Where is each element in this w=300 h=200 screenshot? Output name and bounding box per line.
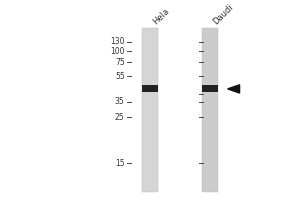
Text: 25: 25 (115, 113, 124, 122)
Text: 75: 75 (115, 58, 124, 67)
Text: Daudi: Daudi (211, 2, 235, 26)
Bar (202, 28, 218, 192)
Text: 35: 35 (115, 97, 124, 106)
Text: 55: 55 (115, 72, 124, 81)
Text: 130: 130 (110, 37, 124, 46)
Text: Hela: Hela (152, 6, 171, 26)
Polygon shape (228, 85, 240, 93)
Text: 15: 15 (115, 159, 124, 168)
Bar (142, 28, 158, 192)
Bar (202, 85, 218, 92)
Text: 100: 100 (110, 47, 124, 56)
Bar (142, 85, 158, 92)
